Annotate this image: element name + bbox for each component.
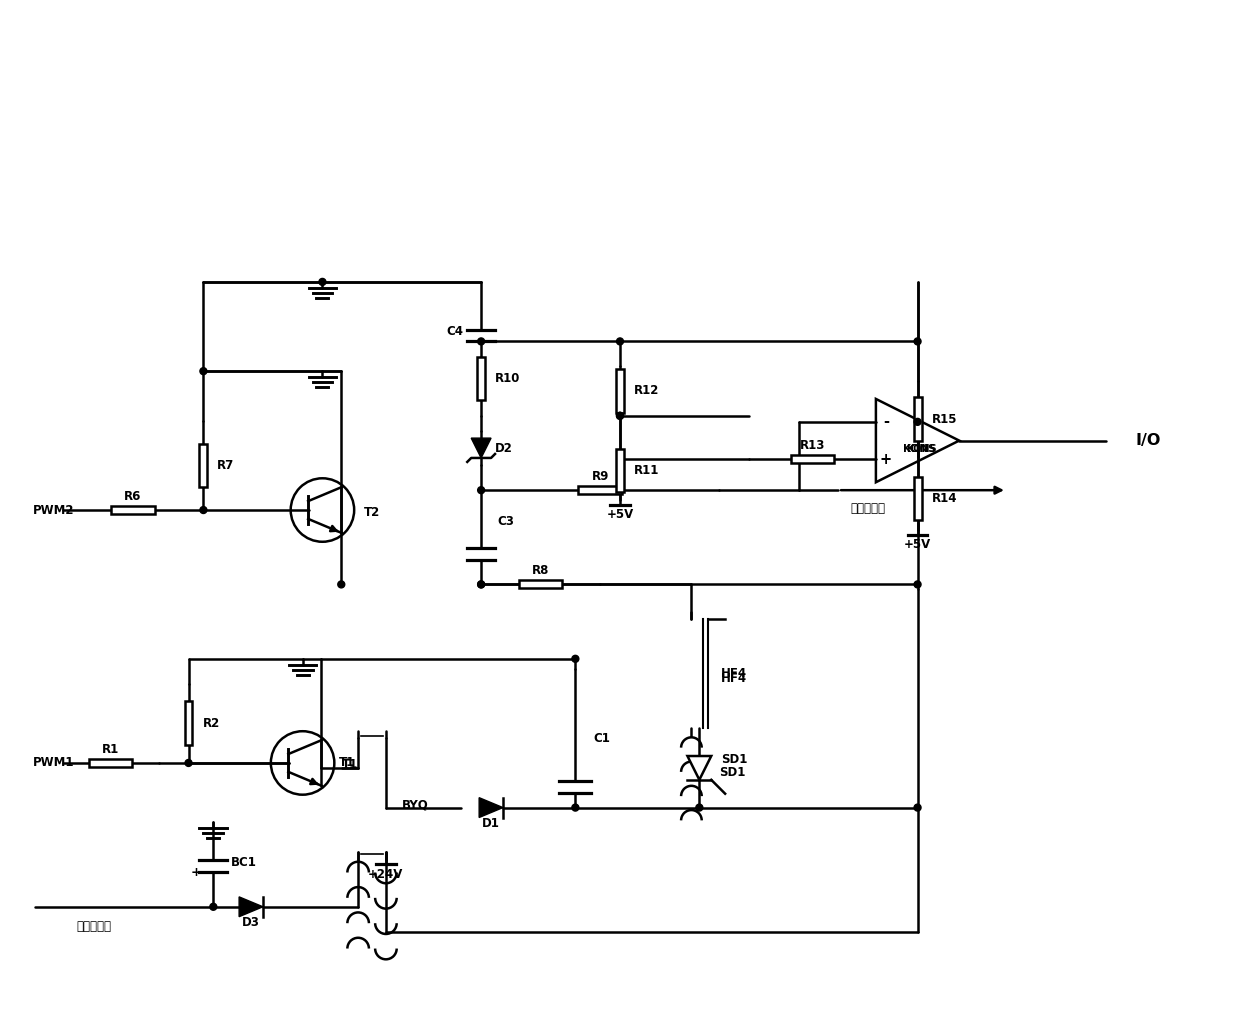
Text: R9: R9 [591,470,608,483]
Text: 电压检测口: 电压检测口 [77,920,112,933]
Circle shape [199,507,207,513]
Text: R8: R8 [532,564,549,577]
Text: SD1: SD1 [721,753,747,766]
Circle shape [199,367,207,374]
Circle shape [318,278,326,285]
Circle shape [914,804,921,812]
Circle shape [185,759,192,766]
Text: PWM2: PWM2 [32,504,74,516]
Text: C3: C3 [497,515,514,528]
Text: C1: C1 [593,732,610,745]
Text: R10: R10 [496,372,520,385]
Circle shape [696,804,703,812]
Bar [616,369,624,412]
Bar [913,477,922,520]
Circle shape [617,338,623,345]
Polygon shape [239,897,263,916]
Text: BC1: BC1 [232,856,256,869]
Bar [790,456,834,464]
Text: T1: T1 [339,756,356,770]
Circle shape [914,581,921,588]
Text: T1: T1 [342,758,358,772]
Text: 火焰检测针: 火焰检测针 [850,502,886,515]
Text: R12: R12 [634,385,659,397]
Text: +24V: +24V [368,868,404,880]
Text: HF4: HF4 [721,667,747,680]
Circle shape [478,486,484,494]
Bar [579,486,622,495]
Circle shape [338,581,344,588]
Circle shape [914,338,921,345]
Text: PWM1: PWM1 [32,756,74,770]
Bar [477,357,486,400]
Circle shape [478,581,484,588]
Text: +5V: +5V [904,539,932,551]
Circle shape [914,419,921,426]
Polygon shape [479,797,503,818]
Circle shape [617,412,623,420]
Circle shape [617,412,623,420]
Circle shape [478,338,484,345]
Circle shape [209,903,217,910]
Text: R11: R11 [634,464,659,477]
Bar [112,506,155,514]
Bar [616,448,624,492]
Text: KONS: KONS [903,443,935,453]
Text: D2: D2 [496,441,513,455]
Text: R13: R13 [799,439,825,452]
Text: T2: T2 [364,506,380,518]
Bar [185,702,192,745]
Circle shape [572,656,579,662]
Text: R14: R14 [932,492,957,505]
Text: R2: R2 [202,717,219,729]
Circle shape [478,581,484,588]
Polygon shape [471,438,491,458]
Circle shape [572,804,579,812]
Text: C4: C4 [446,325,463,338]
Text: KONS: KONS [906,443,937,453]
Bar [199,443,207,487]
Text: I/O: I/O [1136,433,1161,448]
Text: R6: R6 [124,489,141,503]
Text: R15: R15 [932,412,957,426]
Text: D1: D1 [482,817,501,830]
Text: HF4: HF4 [721,672,747,685]
Text: +5V: +5V [606,509,633,521]
Text: SD1: SD1 [719,766,746,780]
Text: +: + [191,866,202,878]
Text: +: + [880,451,892,467]
Text: BYQ: BYQ [401,798,429,812]
Bar [519,581,563,588]
Text: D3: D3 [242,916,260,930]
Text: -: - [883,415,888,429]
Text: R1: R1 [102,743,119,755]
Text: R7: R7 [217,459,234,472]
Polygon shape [688,756,711,780]
Bar [89,759,133,766]
Bar [913,397,922,441]
